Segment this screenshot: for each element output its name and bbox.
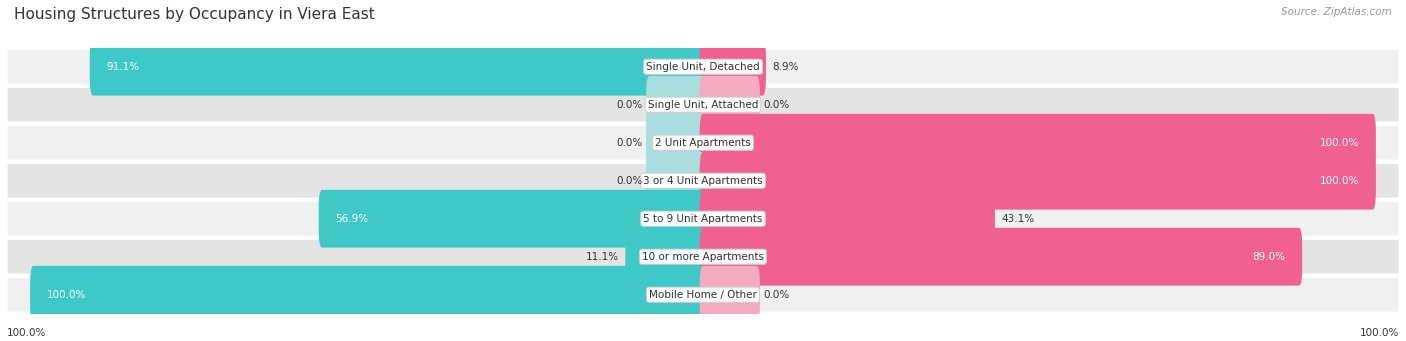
Text: 56.9%: 56.9%: [336, 214, 368, 224]
FancyBboxPatch shape: [647, 76, 706, 134]
Text: 0.0%: 0.0%: [616, 176, 643, 186]
Text: 0.0%: 0.0%: [763, 100, 790, 110]
FancyBboxPatch shape: [700, 152, 1376, 210]
Text: 3 or 4 Unit Apartments: 3 or 4 Unit Apartments: [643, 176, 763, 186]
FancyBboxPatch shape: [7, 49, 1399, 85]
FancyBboxPatch shape: [7, 163, 1399, 198]
Text: 0.0%: 0.0%: [616, 138, 643, 148]
Text: 43.1%: 43.1%: [1001, 214, 1035, 224]
Text: 0.0%: 0.0%: [763, 290, 790, 300]
FancyBboxPatch shape: [700, 38, 766, 95]
FancyBboxPatch shape: [30, 266, 706, 324]
FancyBboxPatch shape: [7, 125, 1399, 161]
Text: Source: ZipAtlas.com: Source: ZipAtlas.com: [1281, 7, 1392, 17]
Text: 0.0%: 0.0%: [616, 100, 643, 110]
FancyBboxPatch shape: [319, 190, 706, 248]
FancyBboxPatch shape: [7, 239, 1399, 275]
Text: 10 or more Apartments: 10 or more Apartments: [643, 252, 763, 262]
Text: Mobile Home / Other: Mobile Home / Other: [650, 290, 756, 300]
Text: 100.0%: 100.0%: [1320, 176, 1360, 186]
FancyBboxPatch shape: [700, 114, 1376, 172]
FancyBboxPatch shape: [7, 201, 1399, 237]
Text: Single Unit, Detached: Single Unit, Detached: [647, 62, 759, 72]
FancyBboxPatch shape: [700, 228, 1302, 286]
FancyBboxPatch shape: [7, 87, 1399, 123]
Text: 91.1%: 91.1%: [107, 62, 139, 72]
FancyBboxPatch shape: [700, 266, 759, 324]
Text: 100.0%: 100.0%: [1360, 328, 1399, 338]
Text: 5 to 9 Unit Apartments: 5 to 9 Unit Apartments: [644, 214, 762, 224]
FancyBboxPatch shape: [90, 38, 706, 95]
Text: Housing Structures by Occupancy in Viera East: Housing Structures by Occupancy in Viera…: [14, 7, 375, 22]
FancyBboxPatch shape: [626, 228, 706, 286]
Text: 100.0%: 100.0%: [1320, 138, 1360, 148]
Text: 100.0%: 100.0%: [7, 328, 46, 338]
FancyBboxPatch shape: [700, 190, 995, 248]
Text: Single Unit, Attached: Single Unit, Attached: [648, 100, 758, 110]
FancyBboxPatch shape: [7, 277, 1399, 313]
Text: 2 Unit Apartments: 2 Unit Apartments: [655, 138, 751, 148]
Text: 89.0%: 89.0%: [1253, 252, 1285, 262]
Text: 100.0%: 100.0%: [46, 290, 86, 300]
FancyBboxPatch shape: [647, 114, 706, 172]
Text: 8.9%: 8.9%: [773, 62, 799, 72]
FancyBboxPatch shape: [647, 152, 706, 210]
FancyBboxPatch shape: [700, 76, 759, 134]
Text: 11.1%: 11.1%: [585, 252, 619, 262]
